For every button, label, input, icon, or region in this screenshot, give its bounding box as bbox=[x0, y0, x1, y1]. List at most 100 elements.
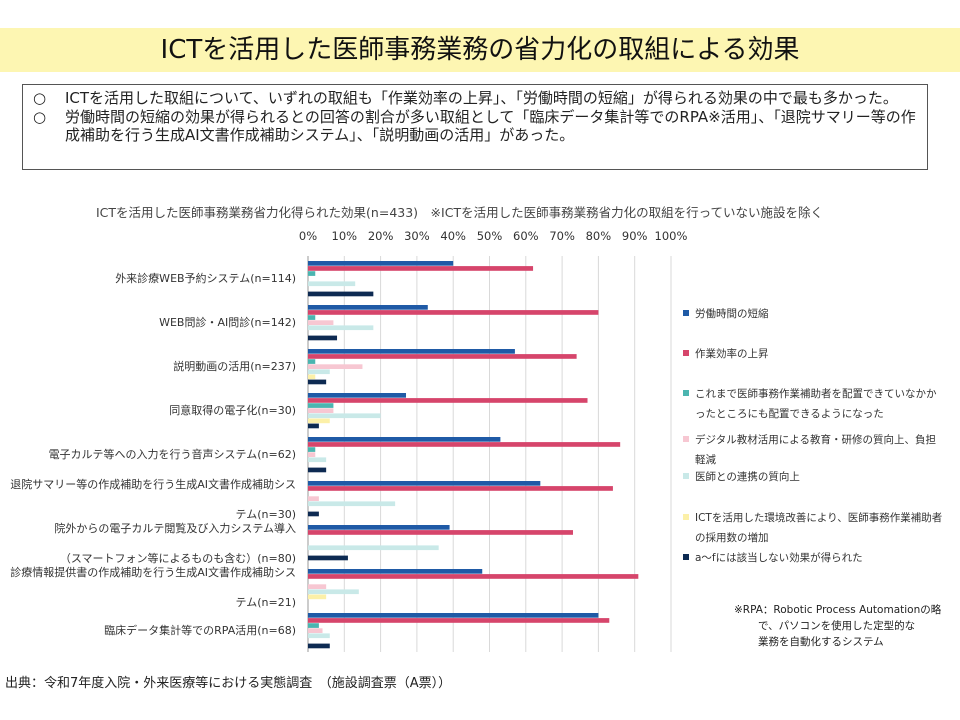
legend-label: デジタル教材活用による教育・研修の質向上、負担 軽減 bbox=[695, 434, 936, 466]
bar-2 bbox=[308, 354, 577, 359]
bar-7 bbox=[308, 335, 338, 341]
bar-7 bbox=[308, 379, 327, 385]
legend-label: 作業効率の上昇 bbox=[695, 348, 769, 360]
category-label: 外来診療WEB予約システム(n=114) bbox=[115, 271, 296, 285]
bar-4 bbox=[308, 320, 334, 325]
x-tick-label: 80% bbox=[586, 229, 612, 243]
bar-2 bbox=[308, 574, 639, 579]
bullet-mark: ○ bbox=[33, 107, 47, 126]
summary-text: 労働時間の短縮の効果が得られるとの回答の割合が多い取組として「臨床データ集計等で… bbox=[65, 107, 916, 145]
legend-swatch bbox=[683, 436, 689, 442]
category-label: 臨床データ集計等でのRPA活用(n=68) bbox=[104, 623, 296, 637]
summary-text: ICTを活用した取組について、いずれの取組も「作業効率の上昇」、「労働時間の短縮… bbox=[65, 89, 898, 107]
bar-5 bbox=[308, 413, 381, 419]
source-note: 出典：令和7年度入院・外来医療等における実態調査 （施設調査票（A票）） bbox=[5, 676, 452, 691]
bar-5 bbox=[308, 545, 439, 551]
rpa-note-line: 業務を自動化するシステム bbox=[758, 636, 884, 648]
category-label: 院外からの電子カルテ閲覧及び入力システム導入 bbox=[54, 521, 296, 535]
bar-3 bbox=[308, 315, 316, 320]
bar-7 bbox=[308, 291, 374, 297]
bar-1 bbox=[308, 393, 407, 398]
chart-title: ICTを活用した医師事務業務省力化得られた効果(n=433) ※ICTを活用した… bbox=[96, 205, 823, 220]
x-tick-label: 40% bbox=[440, 229, 466, 243]
bar-1 bbox=[308, 613, 599, 618]
legend-item: デジタル教材活用による教育・研修の質向上、負担 軽減 bbox=[683, 430, 958, 470]
legend-label: ICTを活用した環境改善により、医師事務作業補助者 の採用数の増加 bbox=[695, 512, 943, 544]
bar-4 bbox=[308, 452, 316, 457]
bar-3 bbox=[308, 403, 334, 408]
legend-label: a～fには該当しない効果が得られた bbox=[695, 552, 863, 564]
category-label: 同意取得の電子化(n=30) bbox=[169, 403, 296, 417]
legend-item: 医師との連携の質向上 bbox=[683, 467, 958, 487]
page-title: ICTを活用した医師事務業務の省力化の取組による効果 bbox=[160, 35, 800, 65]
bar-2 bbox=[308, 398, 588, 403]
bar-4 bbox=[308, 496, 319, 501]
bar-2 bbox=[308, 266, 534, 271]
x-tick-label: 0% bbox=[299, 229, 317, 243]
bar-3 bbox=[308, 359, 316, 364]
bar-7 bbox=[308, 511, 319, 517]
rpa-note-line: ※RPA：Robotic Process Automationの略 bbox=[734, 604, 942, 616]
category-label: テム(n=30) bbox=[236, 508, 296, 521]
bar-5 bbox=[308, 325, 374, 331]
summary-box: ○ ICTを活用した取組について、いずれの取組も「作業効率の上昇」、「労働時間の… bbox=[22, 84, 928, 170]
rpa-note-line: で、パソコンを使用した定型的な bbox=[758, 620, 916, 632]
title-bar: ICTを活用した医師事務業務の省力化の取組による効果 bbox=[0, 28, 960, 72]
x-tick-label: 20% bbox=[368, 229, 394, 243]
bar-6 bbox=[308, 418, 330, 424]
legend-label: 医師との連携の質向上 bbox=[695, 471, 800, 483]
x-tick-label: 90% bbox=[622, 229, 648, 243]
bar-5 bbox=[308, 501, 396, 507]
bar-2 bbox=[308, 530, 573, 535]
summary-item: ○ ICTを活用した取組について、いずれの取組も「作業効率の上昇」、「労働時間の… bbox=[33, 89, 917, 108]
bar-2 bbox=[308, 310, 599, 315]
summary-item: ○ 労働時間の短縮の効果が得られるとの回答の割合が多い取組として「臨床データ集計… bbox=[33, 108, 917, 145]
x-tick-label: 100% bbox=[655, 229, 688, 243]
bar-6 bbox=[308, 594, 327, 600]
legend-item: ICTを活用した環境改善により、医師事務作業補助者 の採用数の増加 bbox=[683, 508, 958, 548]
legend-swatch bbox=[683, 350, 689, 356]
legend-label: これまで医師事務作業補助者を配置できていなかか ったところにも配置できるようになっ… bbox=[695, 388, 937, 420]
category-label: WEB問診・AI問診(n=142) bbox=[159, 315, 296, 329]
category-label: 退院サマリー等の作成補助を行う生成AI文書作成補助シス bbox=[10, 477, 296, 491]
bar-7 bbox=[308, 555, 348, 561]
bar-5 bbox=[308, 281, 356, 287]
legend-swatch bbox=[683, 310, 689, 316]
bar-5 bbox=[308, 633, 330, 639]
bar-7 bbox=[308, 643, 330, 649]
legend-item: 作業効率の上昇 bbox=[683, 344, 958, 364]
bar-4 bbox=[308, 584, 327, 589]
rpa-footnote: ※RPA：Robotic Process Automationの略 で、パソコン… bbox=[734, 602, 944, 650]
bar-7 bbox=[308, 423, 319, 429]
bar-6 bbox=[308, 374, 316, 380]
bar-2 bbox=[308, 442, 621, 447]
category-label: 説明動画の活用(n=237) bbox=[173, 359, 296, 373]
bar-1 bbox=[308, 569, 483, 574]
bar-7 bbox=[308, 467, 327, 473]
category-label: 診療情報提供書の作成補助を行う生成AI文書作成補助シス bbox=[10, 565, 296, 579]
legend-swatch bbox=[683, 390, 689, 396]
bar-1 bbox=[308, 305, 428, 310]
bar-1 bbox=[308, 261, 454, 266]
legend-label: 労働時間の短縮 bbox=[695, 308, 769, 320]
bar-1 bbox=[308, 437, 501, 442]
bar-1 bbox=[308, 481, 541, 486]
legend-swatch bbox=[683, 554, 689, 560]
x-tick-label: 30% bbox=[404, 229, 430, 243]
bar-5 bbox=[308, 457, 327, 463]
legend-item: 労働時間の短縮 bbox=[683, 304, 958, 324]
category-label: 電子カルテ等への入力を行う音声システム(n=62) bbox=[49, 447, 296, 461]
bar-1 bbox=[308, 349, 515, 354]
bar-2 bbox=[308, 618, 610, 623]
bar-3 bbox=[308, 447, 316, 452]
x-tick-label: 60% bbox=[513, 229, 539, 243]
x-tick-label: 50% bbox=[477, 229, 503, 243]
legend-item: これまで医師事務作業補助者を配置できていなかか ったところにも配置できるようになっ… bbox=[683, 384, 958, 424]
bar-4 bbox=[308, 364, 363, 369]
x-tick-label: 70% bbox=[549, 229, 575, 243]
bar-3 bbox=[308, 271, 316, 276]
bar-2 bbox=[308, 486, 613, 491]
legend-swatch bbox=[683, 473, 689, 479]
bar-5 bbox=[308, 369, 330, 375]
